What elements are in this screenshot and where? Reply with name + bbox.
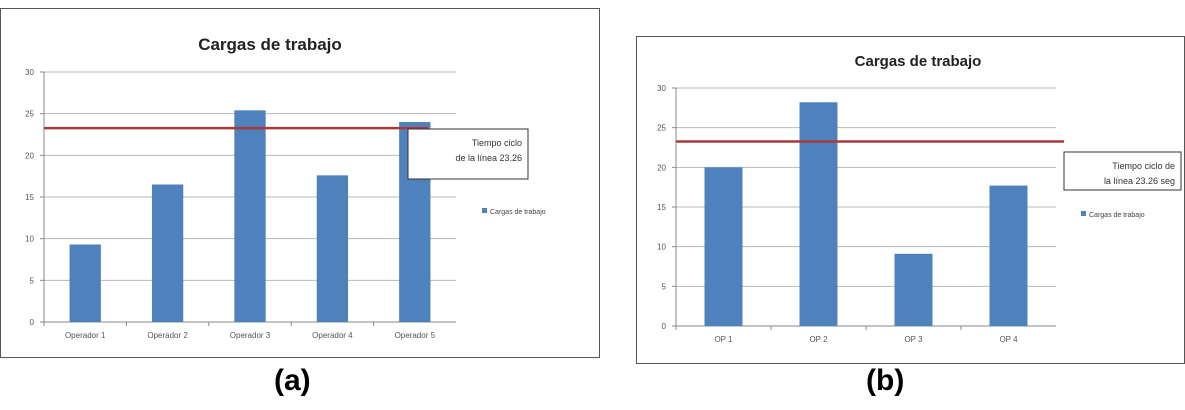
x-tick-label: OP 1 xyxy=(714,335,733,344)
bar xyxy=(894,253,933,326)
cycle-time-label: la línea 23.26 seg xyxy=(1104,176,1175,186)
cycle-time-box xyxy=(407,128,529,180)
y-tick-label: 15 xyxy=(25,193,34,202)
x-tick-label: Operador 2 xyxy=(147,331,188,340)
y-tick-label: 0 xyxy=(662,322,667,331)
x-tick-label: OP 3 xyxy=(904,335,923,344)
y-tick-label: 5 xyxy=(662,282,667,291)
legend-label: Cargas de trabajo xyxy=(490,209,546,216)
x-tick-label: Operador 1 xyxy=(65,331,106,340)
y-tick-label: 20 xyxy=(657,163,666,172)
bar xyxy=(316,175,349,322)
y-tick-label: 30 xyxy=(657,84,666,93)
x-tick-label: Operador 4 xyxy=(312,331,353,340)
y-tick-label: 25 xyxy=(25,110,34,119)
x-tick-label: OP 4 xyxy=(999,335,1018,344)
legend-swatch xyxy=(482,208,487,213)
chart-b: Cargas de trabajo 0 5 10 15 20 25 30 OP 1 OP 2 OP … xyxy=(636,36,1185,364)
cycle-time-label: de la línea 23.26 xyxy=(455,153,522,163)
chart-a: Cargas de trabajo 0 5 10 15 20 25 30 Operador 1 O… xyxy=(0,8,600,358)
y-tick-label: 30 xyxy=(25,68,34,77)
chart-a-panel: Cargas de trabajo 0 5 10 15 20 25 30 Operador 1 O… xyxy=(0,8,600,358)
bar xyxy=(151,184,184,322)
chart-title: Cargas de trabajo xyxy=(855,53,982,70)
y-tick-label: 20 xyxy=(25,151,34,160)
bar xyxy=(234,110,266,322)
legend-swatch xyxy=(1081,211,1086,216)
bar xyxy=(704,167,743,326)
bar xyxy=(989,185,1028,326)
bar xyxy=(799,102,838,326)
chart-b-panel: Cargas de trabajo 0 5 10 15 20 25 30 OP 1 OP 2 OP … xyxy=(636,36,1185,364)
x-tick-label: Operador 3 xyxy=(230,331,271,340)
y-tick-label: 0 xyxy=(30,318,35,327)
cycle-time-box xyxy=(1063,151,1182,191)
legend-label: Cargas de trabajo xyxy=(1089,212,1145,219)
y-tick-label: 10 xyxy=(657,243,666,252)
cycle-time-label: Tiempo ciclo xyxy=(472,138,522,148)
caption-a: (a) xyxy=(274,364,311,397)
cycle-time-label: Tiempo ciclo de xyxy=(1112,161,1175,171)
x-tick-label: Operador 5 xyxy=(395,331,436,340)
bar xyxy=(69,244,101,322)
y-tick-label: 5 xyxy=(30,276,35,285)
y-tick-label: 15 xyxy=(657,203,666,212)
y-tick-label: 25 xyxy=(657,124,666,133)
y-tick-label: 10 xyxy=(25,235,34,244)
x-tick-label: OP 2 xyxy=(809,335,828,344)
chart-title: Cargas de trabajo xyxy=(198,35,342,54)
caption-b: (b) xyxy=(866,364,905,397)
